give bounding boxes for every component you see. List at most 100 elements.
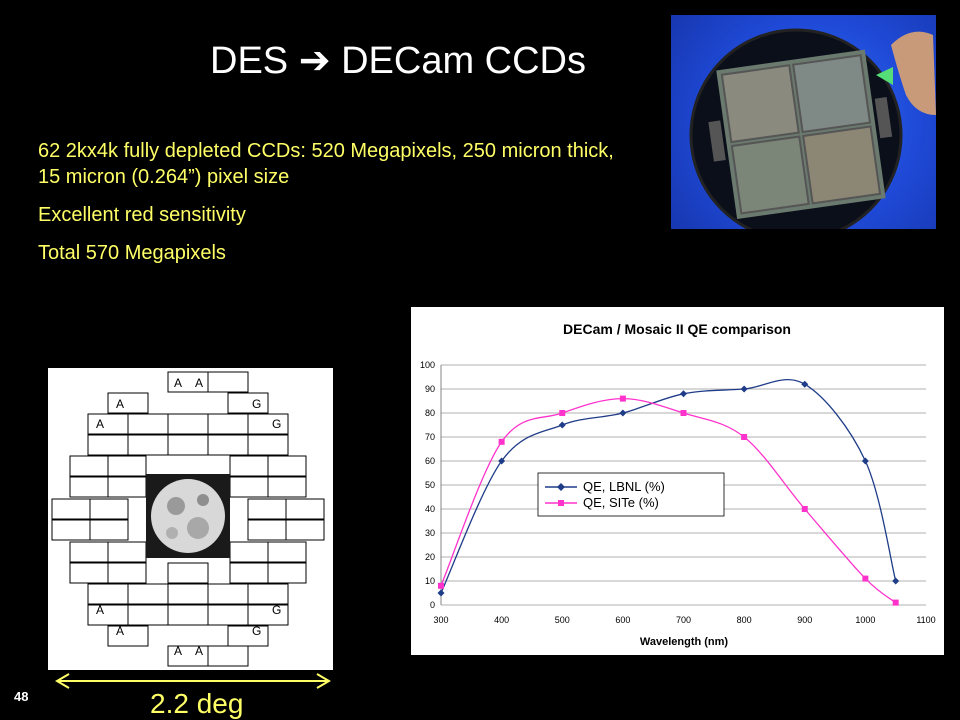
y-tick-label: 100 — [420, 360, 435, 370]
data-point-lbnl — [801, 380, 809, 388]
ccd-chip — [267, 562, 307, 584]
data-point-site — [862, 575, 869, 582]
bullet-list: 62 2kx4k fully depleted CCDs: 520 Megapi… — [38, 138, 638, 278]
page-number: 48 — [14, 689, 29, 704]
ccd-chip — [127, 413, 169, 435]
data-point-site — [559, 410, 566, 416]
ccd-chip — [107, 392, 149, 414]
ccd-chip — [107, 625, 149, 647]
ccd-wafer-photo — [671, 15, 936, 229]
guide-label: G — [252, 624, 261, 638]
guide-label: A — [174, 644, 182, 658]
ccd-chip — [51, 519, 91, 541]
x-axis-label: Wavelength (nm) — [640, 636, 729, 648]
ccd-chip — [69, 562, 109, 584]
ccd-chip — [87, 413, 129, 435]
ccd-chip — [207, 583, 249, 605]
ccd-chip — [247, 583, 289, 605]
ccd-chip — [87, 583, 129, 605]
ccd-chip — [87, 604, 129, 626]
ccd-chip — [107, 455, 147, 477]
y-tick-label: 30 — [425, 528, 435, 538]
bullet-red-sensitivity: Excellent red sensitivity — [38, 204, 246, 226]
data-point-lbnl — [558, 421, 566, 429]
ccd-chip — [229, 476, 269, 498]
bullet-ccd-specs: 62 2kx4k fully depleted CCDs: 520 Megapi… — [38, 140, 614, 188]
qe-chart: DECam / Mosaic II QE comparison 0 10 20 30 4… — [411, 307, 944, 655]
data-point-site — [892, 599, 899, 606]
guide-label: A — [116, 624, 124, 638]
ccd-chip — [247, 413, 289, 435]
data-point-site — [741, 434, 748, 440]
ccd-chip — [167, 434, 209, 456]
ccd-chip — [227, 625, 269, 647]
guide-label: G — [272, 603, 281, 617]
ccd-chip — [207, 434, 249, 456]
y-tick-label: 70 — [425, 432, 435, 442]
y-tick-label: 20 — [425, 552, 435, 562]
ccd-chip — [247, 604, 289, 626]
legend-site: QE, SITe (%) — [583, 495, 659, 510]
ccd-chip — [285, 498, 325, 520]
x-tick-label: 1100 — [916, 615, 935, 625]
data-point-lbnl — [498, 457, 506, 465]
ccd-chip — [167, 562, 209, 584]
data-point-site — [438, 582, 444, 589]
x-tick-label: 700 — [676, 615, 691, 625]
data-point-lbnl — [740, 385, 748, 393]
guide-label: G — [272, 417, 281, 431]
ccd-chip — [247, 519, 287, 541]
x-tick-label: 400 — [494, 615, 509, 625]
data-point-lbnl — [861, 457, 869, 465]
x-tick-label: 500 — [555, 615, 570, 625]
ccd-chip — [267, 541, 307, 563]
ccd-chip — [87, 434, 129, 456]
slide-title: DES ➔ DECam CCDs — [210, 40, 586, 82]
ccd-chip — [285, 519, 325, 541]
ccd-chip — [247, 498, 287, 520]
ccd-chip — [167, 413, 209, 435]
data-point-site — [680, 410, 687, 416]
data-point-site — [498, 438, 505, 445]
ccd-chip — [229, 541, 269, 563]
guide-label: A — [116, 397, 124, 411]
guide-label: G — [252, 397, 261, 411]
ccd-chip — [89, 519, 129, 541]
ccd-chip — [127, 583, 169, 605]
scale-label: 2.2 deg — [150, 688, 244, 719]
ccd-chip — [69, 455, 109, 477]
y-tick-label: 50 — [425, 480, 435, 490]
data-point-lbnl — [892, 577, 900, 585]
y-tick-label: 80 — [425, 408, 435, 418]
guide-label: A — [174, 376, 182, 390]
ccd-chip — [227, 392, 269, 414]
x-tick-label: 300 — [433, 615, 448, 625]
data-point-lbnl — [619, 409, 627, 417]
ccd-chip — [69, 476, 109, 498]
x-tick-label: 900 — [797, 615, 812, 625]
ccd-chip — [229, 455, 269, 477]
data-point-site — [801, 506, 808, 512]
x-tick-label: 1000 — [855, 615, 875, 625]
chart-legend: QE, LBNL (%) QE, SITe (%) — [537, 472, 725, 517]
legend-lbnl: QE, LBNL (%) — [583, 479, 665, 494]
guide-label: A — [96, 603, 104, 617]
bullet-total-megapixels: Total 570 Megapixels — [38, 242, 226, 264]
moon-image — [151, 479, 225, 553]
scale-arrow — [55, 672, 335, 695]
data-point-site — [619, 395, 626, 402]
guide-label: A — [195, 644, 203, 658]
x-tick-label: 800 — [737, 615, 752, 625]
focal-plane-diagram: A A A G A G A G A G A A — [48, 368, 333, 670]
chart-title: DECam / Mosaic II QE comparison — [563, 321, 791, 337]
ccd-chip — [89, 498, 129, 520]
guide-label: A — [195, 376, 203, 390]
y-tick-label: 40 — [425, 504, 435, 514]
data-point-lbnl — [437, 589, 445, 597]
guide-label: A — [96, 417, 104, 431]
ccd-chip — [69, 541, 109, 563]
ccd-chip — [207, 413, 249, 435]
y-tick-label: 60 — [425, 456, 435, 466]
ccd-chip — [127, 604, 169, 626]
ccd-chip — [207, 371, 249, 393]
